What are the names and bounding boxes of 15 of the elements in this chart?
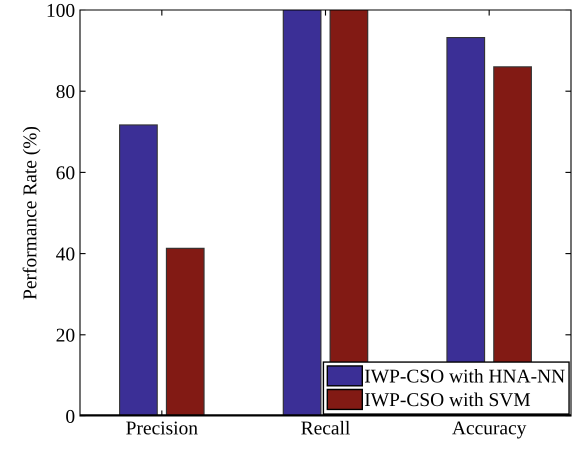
legend-label: IWP-CSO with HNA-NN	[364, 368, 565, 383]
y-tick-label: 20	[56, 328, 74, 342]
bar	[119, 124, 158, 416]
y-tick-label: 60	[56, 166, 74, 180]
y-tick-label: 100	[48, 4, 74, 17]
y-tick-label: 80	[56, 85, 74, 98]
x-tick-label: Recall	[301, 420, 350, 435]
x-tick-label: Precision	[126, 421, 198, 435]
y-axis-title: Performance Rate (%)	[22, 126, 40, 300]
legend-label: IWP-CSO with SVM	[364, 392, 530, 406]
bar	[282, 10, 322, 416]
x-tick-label: Accuracy	[452, 421, 526, 438]
bar	[166, 248, 205, 416]
y-tick-label: 0	[66, 410, 74, 423]
y-tick-label: 40	[56, 247, 74, 261]
